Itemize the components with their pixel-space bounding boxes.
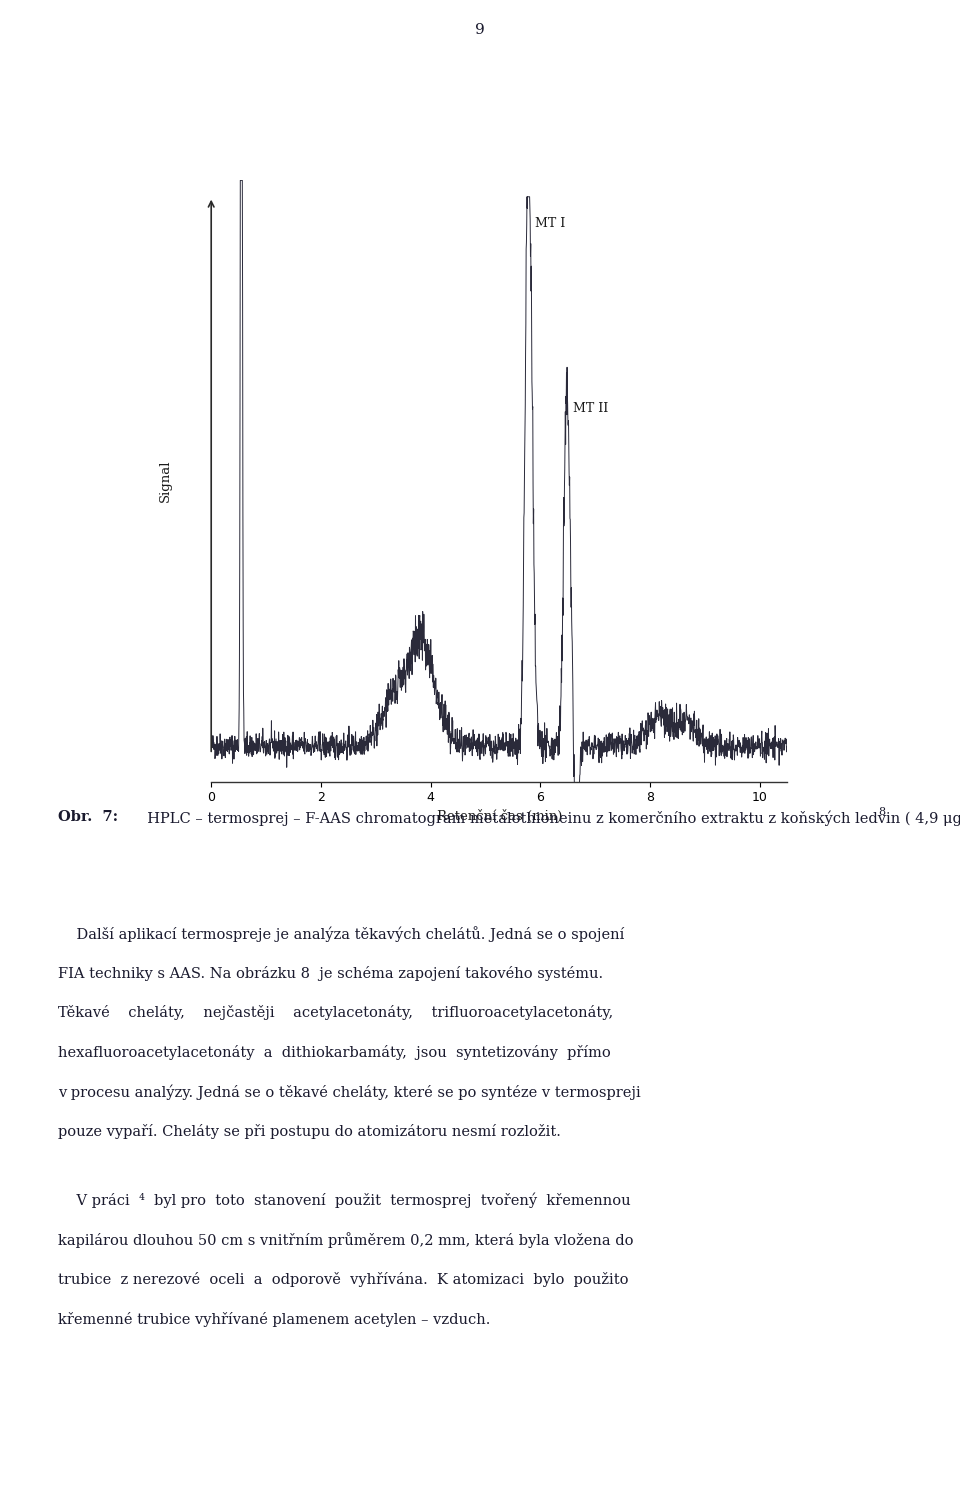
X-axis label: Retenční čas (min): Retenční čas (min) <box>437 810 562 822</box>
Text: HPLC – termosprej – F-AAS chromatogram metalothioneinu z komerčního extraktu z k: HPLC – termosprej – F-AAS chromatogram m… <box>138 810 960 827</box>
Text: Signal: Signal <box>158 460 172 502</box>
Text: kapilárou dlouhou 50 cm s vnitřním průměrem 0,2 mm, která byla vložena do: kapilárou dlouhou 50 cm s vnitřním průmě… <box>58 1232 633 1249</box>
Text: trubice  z nerezové  oceli  a  odporově  vyhřívána.  K atomizaci  bylo  použito: trubice z nerezové oceli a odporově vyhř… <box>58 1272 628 1287</box>
Text: MT II: MT II <box>573 403 609 415</box>
Text: 8: 8 <box>878 807 886 816</box>
Text: křemenné trubice vyhřívané plamenem acetylen – vzduch.: křemenné trubice vyhřívané plamenem acet… <box>58 1312 490 1327</box>
Text: 9: 9 <box>475 23 485 38</box>
Text: FIA techniky s AAS. Na obrázku 8  je schéma zapojení takového systému.: FIA techniky s AAS. Na obrázku 8 je sché… <box>58 965 603 980</box>
Text: MT I: MT I <box>535 216 565 230</box>
Text: Těkavé    cheláty,    nejčastěji    acetylacetonáty,    trifluoroacetylacetonáty: Těkavé cheláty, nejčastěji acetylacetoná… <box>58 1006 612 1021</box>
Text: pouze vypaří. Cheláty se při postupu do atomizátoru nesmí rozložit.: pouze vypaří. Cheláty se při postupu do … <box>58 1124 561 1139</box>
Text: V práci  ⁴  byl pro  toto  stanovení  použit  termosprej  tvořený  křemennou: V práci ⁴ byl pro toto stanovení použit … <box>58 1193 630 1208</box>
Text: Obr.  7:: Obr. 7: <box>58 810 118 825</box>
Text: v procesu analýzy. Jedná se o těkavé cheláty, které se po syntéze v termospreji: v procesu analýzy. Jedná se o těkavé che… <box>58 1085 640 1100</box>
Text: hexafluoroacetylacetonáty  a  dithiokarbamáty,  jsou  syntetizovány  přímo: hexafluoroacetylacetonáty a dithiokarbam… <box>58 1045 611 1060</box>
Text: Další aplikací termospreje je analýza těkavých chelátů. Jedná se o spojení: Další aplikací termospreje je analýza tě… <box>58 926 624 942</box>
